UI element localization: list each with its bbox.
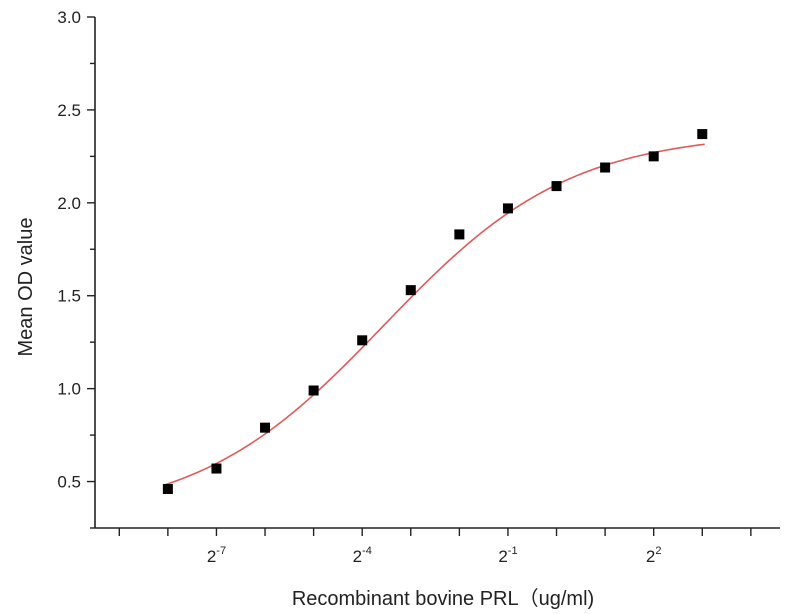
- data-point: [308, 385, 319, 396]
- y-tick-label: 3.0: [57, 8, 81, 27]
- fit-curve: [165, 143, 705, 486]
- data-point: [600, 162, 611, 173]
- data-point: [260, 422, 271, 433]
- points-layer: [162, 129, 708, 494]
- fit-layer: [165, 143, 705, 486]
- y-tick-label: 1.0: [57, 380, 81, 399]
- data-point: [211, 463, 222, 474]
- y-tick-label: 0.5: [57, 473, 81, 492]
- data-point: [454, 229, 465, 240]
- y-tick-label: 2.5: [57, 101, 81, 120]
- data-point: [648, 151, 659, 162]
- y-tick-label: 1.5: [57, 287, 81, 306]
- x-tick-label: 2-7: [207, 545, 226, 566]
- data-point: [162, 483, 173, 494]
- axes-layer: [94, 17, 780, 529]
- x-tick-label: 22: [646, 545, 662, 566]
- data-point: [357, 335, 368, 346]
- data-point: [551, 181, 562, 192]
- data-point: [697, 129, 708, 140]
- data-point: [502, 203, 513, 214]
- y-tick-label: 2.0: [57, 194, 81, 213]
- x-tick-label: 2-1: [498, 545, 517, 566]
- y-axis-title: Mean OD value: [15, 218, 37, 357]
- x-axis-title: Recombinant bovine PRL（ug/ml): [292, 587, 594, 610]
- x-tick-label: 2-4: [353, 545, 372, 566]
- ticks-layer: 0.5 1.0 1.5 2.0 2.5 3.0 2-7 2-4 2-1 22: [57, 8, 752, 566]
- data-point: [405, 285, 416, 296]
